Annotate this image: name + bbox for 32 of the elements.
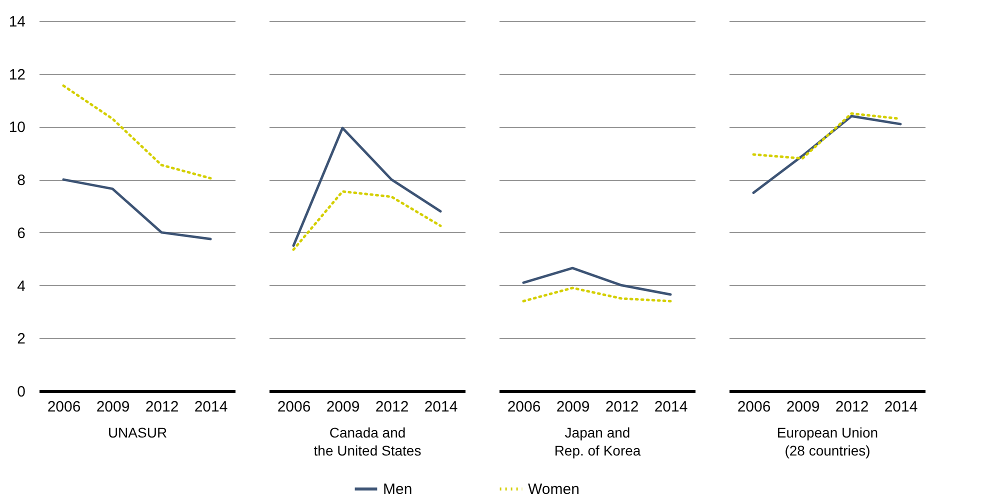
y-tick-label: 2 [17, 330, 26, 348]
line-series [62, 178, 212, 240]
y-tick-label: 12 [8, 66, 26, 84]
x-axis-title: UNASUR [108, 424, 168, 440]
y-tick-label: 14 [8, 14, 26, 30]
x-tick-label: 2009 [96, 398, 130, 416]
legend-label: Men [383, 481, 412, 494]
x-tick-label: 2014 [194, 398, 228, 416]
x-tick-label: 2012 [145, 398, 179, 416]
x-tick-label: 2012 [375, 398, 409, 416]
legend-label: Women [528, 481, 580, 494]
x-tick-label: 2006 [507, 398, 541, 416]
x-tick-label: 2012 [605, 398, 639, 416]
x-tick-label: 2009 [326, 398, 360, 416]
x-axis-title: European Union (28 countries) [776, 424, 878, 458]
x-tick-label: 2014 [424, 398, 458, 416]
x-axis-title: Japan and Rep. of Korea [554, 424, 641, 458]
x-tick-label: 2014 [884, 398, 918, 416]
x-axis-title: Canada and the United States [314, 424, 422, 458]
x-tick-label: 2006 [277, 398, 311, 416]
y-tick-label: 4 [17, 278, 26, 295]
x-tick-label: 2006 [47, 398, 81, 416]
line-series [62, 84, 212, 180]
x-tick-label: 2009 [786, 398, 820, 416]
y-tick-label: 10 [8, 119, 26, 136]
x-tick-label: 2012 [835, 398, 869, 416]
x-tick-label: 2006 [737, 398, 771, 416]
x-tick-label: 2009 [556, 398, 590, 416]
y-tick-label: 0 [17, 384, 26, 400]
x-tick-label: 2014 [654, 398, 688, 416]
y-tick-label: 6 [17, 224, 26, 242]
y-tick-label: 8 [17, 172, 26, 190]
